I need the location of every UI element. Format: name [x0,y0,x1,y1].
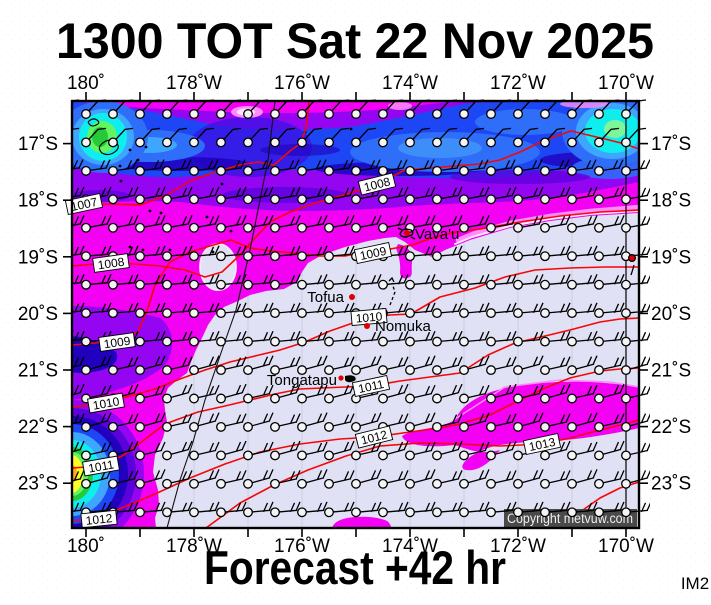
svg-text:170˚W: 170˚W [598,536,654,557]
svg-text:1007: 1007 [70,195,99,214]
svg-text:1300 TOT Sat 22 Nov 2025: 1300 TOT Sat 22 Nov 2025 [56,13,654,69]
svg-text:1009: 1009 [359,244,388,263]
svg-text:172˚W: 172˚W [490,536,546,557]
svg-text:174˚W: 174˚W [382,73,438,94]
svg-text:170˚W: 170˚W [598,73,654,94]
svg-text:19˚S: 19˚S [651,247,691,268]
svg-text:23˚S: 23˚S [18,474,58,495]
svg-text:22˚S: 22˚S [18,417,58,438]
svg-text:17˚S: 17˚S [18,134,58,155]
svg-text:20˚S: 20˚S [18,304,58,325]
svg-text:Nomuka: Nomuka [375,318,432,335]
svg-text:23˚S: 23˚S [651,474,691,495]
svg-text:180˚: 180˚ [67,73,105,94]
svg-text:1011: 1011 [87,457,115,475]
svg-text:21˚S: 21˚S [651,361,691,382]
svg-text:1010: 1010 [92,394,121,412]
svg-text:Forecast +42 hr: Forecast +42 hr [204,541,506,594]
svg-text:1013: 1013 [528,435,557,454]
svg-text:Tongatapu: Tongatapu [267,372,337,389]
svg-text:1009: 1009 [103,334,132,352]
svg-text:IM2: IM2 [681,574,709,593]
svg-text:19˚S: 19˚S [18,247,58,268]
svg-text:1008: 1008 [97,255,126,273]
svg-text:176˚W: 176˚W [274,536,330,557]
svg-text:Vava'u: Vava'u [415,226,459,243]
svg-text:1012: 1012 [85,511,113,528]
svg-text:178˚W: 178˚W [166,536,222,557]
svg-text:20˚S: 20˚S [651,304,691,325]
svg-text:1012: 1012 [359,427,389,447]
svg-text:Tofua: Tofua [307,289,344,306]
svg-text:180˚: 180˚ [67,536,105,557]
svg-text:18˚S: 18˚S [18,191,58,212]
svg-text:176˚W: 176˚W [274,73,330,94]
svg-text:172˚W: 172˚W [490,73,546,94]
svg-text:1011: 1011 [357,377,385,396]
svg-text:22˚S: 22˚S [651,417,691,438]
svg-text:178˚W: 178˚W [166,73,222,94]
svg-text:18˚S: 18˚S [651,191,691,212]
svg-text:1010: 1010 [355,309,383,325]
svg-text:1008: 1008 [362,174,392,194]
svg-text:174˚W: 174˚W [382,536,438,557]
svg-text:17˚S: 17˚S [651,134,691,155]
svg-text:21˚S: 21˚S [18,361,58,382]
